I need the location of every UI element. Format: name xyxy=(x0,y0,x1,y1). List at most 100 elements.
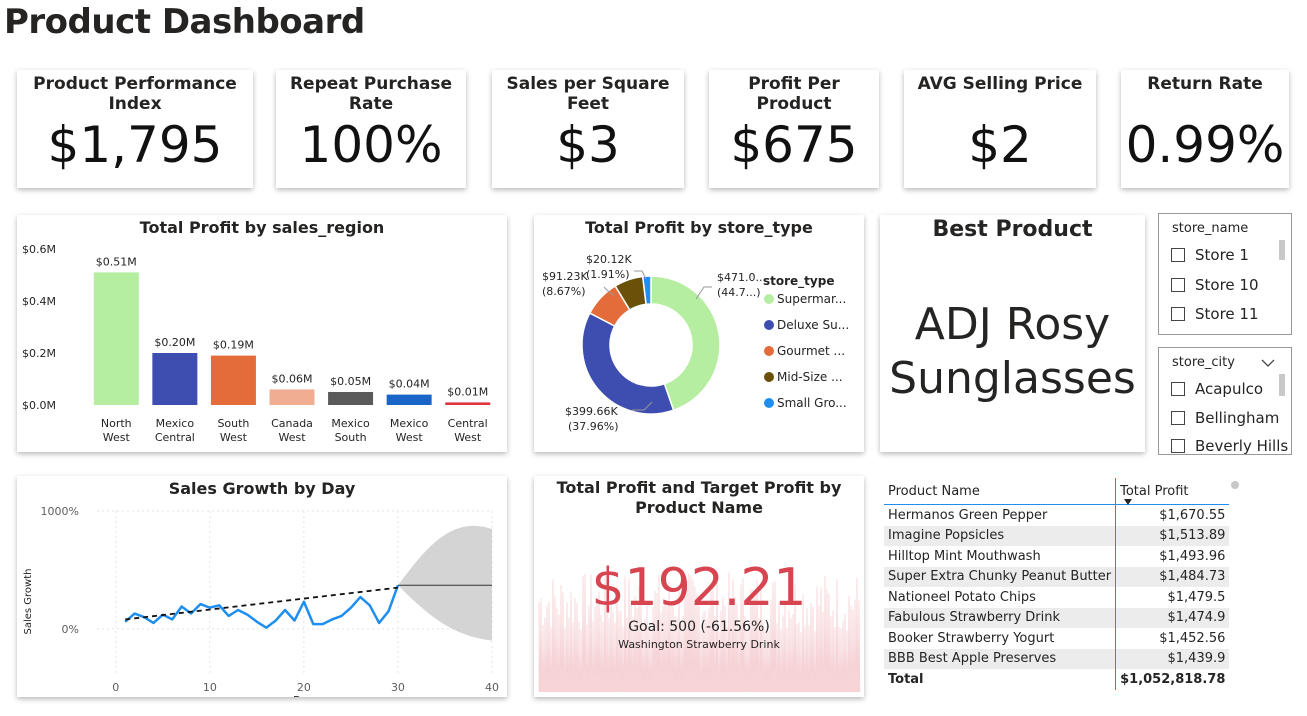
column-header-product-name[interactable]: Product Name xyxy=(884,478,1116,505)
x-tick-label: Mexico xyxy=(331,417,370,430)
checkbox[interactable] xyxy=(1171,278,1185,292)
x-tick-label: West xyxy=(220,431,248,444)
x-tick-label: Mexico xyxy=(156,417,195,430)
slicer-option-bellingham[interactable]: Bellingham xyxy=(1171,409,1279,427)
table-row[interactable]: Hilltop Mint Mouthwash $1,493.96 xyxy=(884,546,1230,567)
kpi-label: Return Rate xyxy=(1147,74,1263,94)
cell-total-profit: $1,493.96 xyxy=(1115,546,1230,567)
cell-product-name: Imagine Popsicles xyxy=(884,525,1116,546)
checkbox[interactable] xyxy=(1171,439,1185,453)
legend-marker xyxy=(764,398,774,408)
legend-label: Mid-Size ... xyxy=(777,370,843,384)
best-product-label: Best Product xyxy=(932,217,1093,242)
donut-slice xyxy=(581,312,675,415)
sparkline-background xyxy=(538,572,861,693)
slicer-option-beverly-hills[interactable]: Beverly Hills xyxy=(1171,437,1288,454)
slicer-option-label: Store 10 xyxy=(1195,276,1259,294)
leader-line xyxy=(632,401,653,411)
total-label: Total xyxy=(888,671,924,687)
slice-data-pct: (37.96%) xyxy=(568,420,619,433)
chart-title: Sales Growth by Day xyxy=(168,479,356,498)
slicer-option-store-11[interactable]: Store 11 xyxy=(1171,305,1259,323)
x-tick-label: North xyxy=(101,417,132,430)
slicer-option-acapulco[interactable]: Acapulco xyxy=(1171,380,1263,398)
kpi-card-return-rate[interactable]: Return Rate 0.99% xyxy=(1121,70,1289,188)
kpi-card-avg-selling-price[interactable]: AVG Selling Price $2 xyxy=(904,70,1096,188)
legend-label: Gourmet ... xyxy=(777,344,845,358)
kpi-card-sales-per-square-feet[interactable]: Sales per Square Feet $3 xyxy=(492,70,684,188)
sort-descending-icon[interactable] xyxy=(1124,499,1133,505)
x-tick-label: 10 xyxy=(203,681,217,694)
cell-product-name: Fabulous Strawberry Drink xyxy=(884,607,1116,628)
forecast-band xyxy=(397,525,492,641)
bar xyxy=(386,394,432,405)
slice-data-label: $471.0... xyxy=(717,271,766,284)
cell-product-name: BBB Best Apple Preserves xyxy=(884,648,1116,669)
checkbox[interactable] xyxy=(1171,382,1185,396)
slicer-title: store_name xyxy=(1172,221,1249,236)
table-row[interactable]: Hermanos Green Pepper $1,670.55 xyxy=(884,504,1230,526)
slicer-option-store-1[interactable]: Store 1 xyxy=(1171,246,1249,264)
sparkline-area xyxy=(538,572,861,693)
table-row[interactable]: Nationeel Potato Chips $1,479.5 xyxy=(884,587,1230,608)
x-tick-label: West xyxy=(396,431,424,444)
donut-slice xyxy=(650,275,721,412)
slicer-option-label: Store 11 xyxy=(1195,305,1259,323)
x-tick-label: West xyxy=(103,431,131,444)
table-row[interactable]: Imagine Popsicles $1,513.89 xyxy=(884,525,1230,546)
slice-data-label: $20.12K xyxy=(586,253,632,266)
kpi-label: Sales per Square Feet xyxy=(506,74,670,114)
best-product-card[interactable]: Best Product ADJ Rosy Sunglasses xyxy=(880,215,1145,452)
kpi-value: $2 xyxy=(968,116,1032,174)
slice-data-pct: (8.67%) xyxy=(542,285,586,298)
legend-title: store_type xyxy=(763,274,834,289)
product-profit-table[interactable]: Product Name Total Profit Hermanos Green… xyxy=(884,478,1230,690)
bar xyxy=(445,402,491,405)
checkbox[interactable] xyxy=(1171,248,1185,262)
chart-profit-by-store-type[interactable]: Total Profit by store_type $471.0... (44.… xyxy=(534,215,864,452)
chevron-down-icon[interactable] xyxy=(1261,358,1275,368)
total-vs-target-profit-card[interactable]: Total Profit and Target Profit by Produc… xyxy=(534,476,864,697)
legend-label: Small Gro... xyxy=(777,396,847,410)
bar-data-label: $0.20M xyxy=(154,336,195,349)
chart-sales-growth-by-day[interactable]: Sales Growth by Day 0 10 20 30 40 0% 1000% Day S… xyxy=(17,476,507,697)
kpi-value: $675 xyxy=(730,116,858,174)
slicer-scrollbar[interactable] xyxy=(1279,240,1285,260)
column-header-total-profit[interactable]: Total Profit xyxy=(1115,478,1230,505)
table-scroll-indicator[interactable] xyxy=(1231,481,1239,489)
slicer-option-store-10[interactable]: Store 10 xyxy=(1171,276,1259,294)
table-header-row: Product Name Total Profit xyxy=(884,478,1230,505)
bar-data-label: $0.51M xyxy=(96,255,137,268)
slicer-option-label: Store 1 xyxy=(1195,246,1249,264)
slice-data-pct: (1.91%) xyxy=(586,268,630,281)
table-row[interactable]: Booker Strawberry Yogurt $1,452.56 xyxy=(884,628,1230,649)
slicer-store-city[interactable]: store_city Acapulco Bellingham Beverly H… xyxy=(1158,347,1292,455)
x-tick-label: 0 xyxy=(112,681,119,694)
table-row[interactable]: Fabulous Strawberry Drink $1,474.9 xyxy=(884,607,1230,628)
page-title: Product Dashboard xyxy=(4,2,365,42)
chart-title: Total Profit by sales_region xyxy=(139,218,385,237)
table-row[interactable]: Super Extra Chunky Peanut Butter $1,484.7… xyxy=(884,566,1230,587)
product-name: Washington Strawberry Drink xyxy=(618,638,780,651)
legend-marker xyxy=(764,346,774,356)
x-tick-label: 40 xyxy=(485,681,499,694)
kpi-value: $1,795 xyxy=(47,116,223,174)
legend-label: Supermar... xyxy=(777,292,846,306)
chart-profit-by-region[interactable]: Total Profit by sales_region $0.0M $0.2M $… xyxy=(17,215,507,452)
cell-total-profit: $1,474.9 xyxy=(1115,607,1230,628)
kpi-value: 100% xyxy=(299,116,443,174)
kpi-label: AVG Selling Price xyxy=(917,74,1083,94)
leader-line xyxy=(695,286,712,300)
bar-data-label: $0.19M xyxy=(213,339,254,352)
checkbox[interactable] xyxy=(1171,411,1185,425)
y-axis-title: Sales Growth xyxy=(23,569,34,635)
slicer-scrollbar[interactable] xyxy=(1279,374,1285,396)
checkbox[interactable] xyxy=(1171,307,1185,321)
kpi-value: $3 xyxy=(556,116,620,174)
kpi-card-profit-per-product[interactable]: Profit Per Product $675 xyxy=(709,70,879,188)
slicer-store-name[interactable]: store_name Store 1 Store 10 Store 11 xyxy=(1158,213,1292,335)
table-row[interactable]: BBB Best Apple Preserves $1,439.9 xyxy=(884,648,1230,669)
kpi-card-product-performance-index[interactable]: Product Performance Index $1,795 xyxy=(17,70,253,188)
donut-slice xyxy=(641,275,652,306)
kpi-card-repeat-purchase-rate[interactable]: Repeat Purchase Rate 100% xyxy=(276,70,466,188)
